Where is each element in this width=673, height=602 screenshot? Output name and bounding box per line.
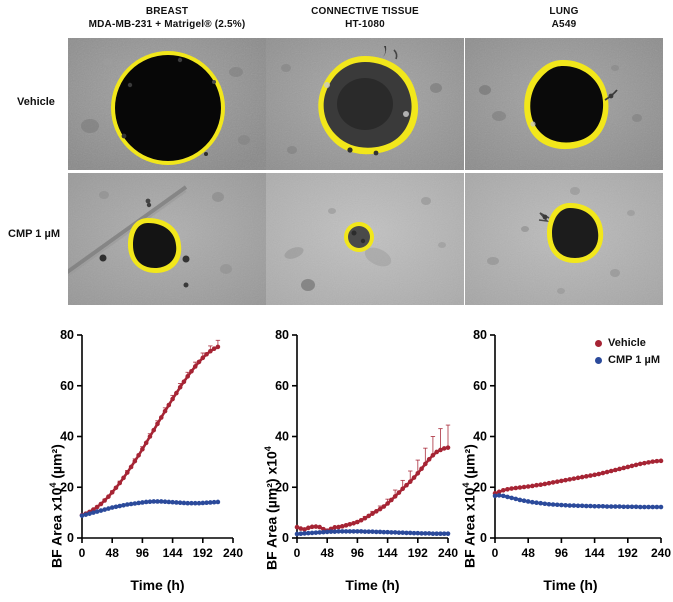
column-header-breast: BREAST MDA-MB-231 + Matrigel® (2.5%) <box>68 5 266 31</box>
svg-text:0: 0 <box>492 546 499 560</box>
chart-legend: Vehicle CMP 1 µM <box>595 337 660 371</box>
svg-text:0: 0 <box>79 546 86 560</box>
column-header-breast-cellline: MDA-MB-231 + Matrigel® (2.5%) <box>88 19 246 30</box>
svg-text:40: 40 <box>275 430 289 444</box>
svg-text:80: 80 <box>60 328 74 342</box>
svg-text:48: 48 <box>522 546 536 560</box>
legend-dot-vehicle <box>595 339 602 347</box>
svg-text:144: 144 <box>378 546 398 560</box>
micrograph-image <box>68 38 266 170</box>
svg-text:240: 240 <box>438 546 458 560</box>
chart-breast: BF Area x104 (µm²) 0 20 40 60 80 0 48 96 144 192 2… <box>30 325 245 602</box>
svg-text:60: 60 <box>60 379 74 393</box>
svg-text:192: 192 <box>408 546 428 560</box>
svg-text:40: 40 <box>60 430 74 444</box>
micrograph-image <box>465 38 663 170</box>
svg-text:80: 80 <box>473 328 487 342</box>
row-label-cmp: CMP 1 µM <box>8 228 60 240</box>
legend-label-cmp: CMP 1 µM <box>608 354 660 366</box>
micrograph-cmp-connective <box>266 173 464 305</box>
micrograph-image <box>465 173 663 305</box>
svg-text:80: 80 <box>275 328 289 342</box>
micrograph-image <box>266 173 464 305</box>
svg-text:0: 0 <box>282 531 289 545</box>
svg-text:60: 60 <box>473 379 487 393</box>
micrograph-image <box>68 173 266 305</box>
svg-text:20: 20 <box>60 480 74 494</box>
chart-connective: BF Area (µm²) x104 0 20 40 60 80 0 48 96 144 192 2… <box>245 325 460 602</box>
chart-lung-plot: 0 20 40 60 80 0 48 96 144 192 240 <box>473 328 671 560</box>
row-label-vehicle: Vehicle <box>17 96 55 108</box>
micrograph-vehicle-connective <box>266 38 464 170</box>
micrograph-cmp-breast <box>68 173 266 305</box>
micrograph-vehicle-breast <box>68 38 266 170</box>
column-header-connective-tissue: CONNECTIVE TISSUE <box>311 6 419 17</box>
legend-item-vehicle: Vehicle <box>595 337 660 349</box>
svg-text:20: 20 <box>275 480 289 494</box>
svg-text:240: 240 <box>651 546 671 560</box>
column-header-lung-tissue: LUNG <box>549 6 579 17</box>
legend-dot-cmp <box>595 356 602 364</box>
micrograph-image <box>266 38 464 170</box>
svg-text:96: 96 <box>555 546 569 560</box>
svg-text:0: 0 <box>480 531 487 545</box>
chart-connective-plot: 0 20 40 60 80 0 48 96 144 192 240 <box>275 328 458 560</box>
svg-text:40: 40 <box>473 430 487 444</box>
micrograph-vehicle-lung <box>465 38 663 170</box>
chart-lung-xlabel: Time (h) <box>543 577 598 593</box>
svg-text:48: 48 <box>106 546 120 560</box>
svg-text:96: 96 <box>136 546 150 560</box>
legend-label-vehicle: Vehicle <box>608 337 646 349</box>
chart-breast-xlabel: Time (h) <box>130 577 185 593</box>
chart-lung: BF Area x104 (µm²) 0 20 40 60 80 0 48 96 144 192 2… <box>443 325 673 602</box>
svg-text:240: 240 <box>223 546 243 560</box>
column-header-breast-tissue: BREAST <box>145 6 189 17</box>
svg-text:20: 20 <box>473 480 487 494</box>
svg-text:192: 192 <box>193 546 213 560</box>
svg-text:192: 192 <box>618 546 638 560</box>
svg-text:96: 96 <box>351 546 365 560</box>
svg-text:0: 0 <box>67 531 74 545</box>
svg-text:0: 0 <box>294 546 301 560</box>
column-header-lung: LUNG A549 <box>465 5 663 31</box>
svg-text:48: 48 <box>321 546 335 560</box>
micrograph-cmp-lung <box>465 173 663 305</box>
column-header-lung-cellline: A549 <box>551 19 577 30</box>
column-header-connective-cellline: HT-1080 <box>345 19 385 30</box>
column-header-connective: CONNECTIVE TISSUE HT-1080 <box>266 5 464 31</box>
chart-breast-plot: 0 20 40 60 80 0 48 96 144 192 240 <box>60 328 243 560</box>
svg-text:144: 144 <box>585 546 605 560</box>
legend-item-cmp: CMP 1 µM <box>595 354 660 366</box>
svg-text:60: 60 <box>275 379 289 393</box>
svg-text:144: 144 <box>163 546 183 560</box>
chart-connective-xlabel: Time (h) <box>345 577 400 593</box>
